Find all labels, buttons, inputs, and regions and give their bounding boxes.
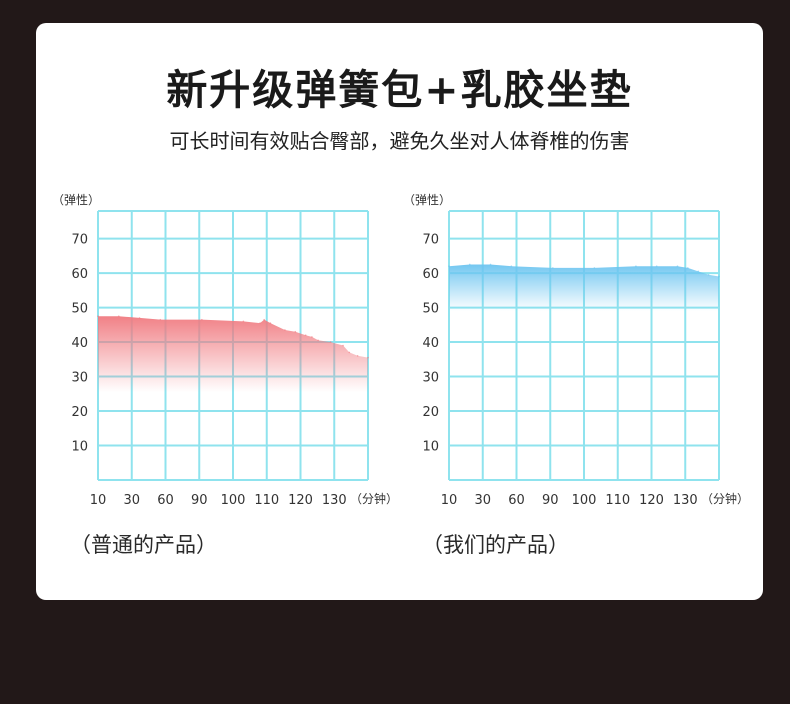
x-tick-label: 90 [542, 493, 559, 508]
area-series-ordinary [98, 316, 368, 393]
data-point [138, 317, 141, 319]
data-point [356, 355, 359, 357]
data-point [159, 318, 162, 321]
data-point [304, 334, 307, 336]
page-subtitle: 可长时间有效贴合臀部，避免久坐对人体脊椎的伤害 [169, 129, 630, 153]
x-tick-label: 30 [474, 493, 491, 508]
chart-ordinary: 70 60 50 40 30 20 10 （弹性） 10 30 60 90 100 110 120 130 （分… [52, 193, 398, 508]
data-point [284, 329, 286, 331]
data-point [468, 263, 471, 266]
x-tick-label: 60 [157, 493, 174, 508]
data-point [676, 265, 679, 267]
y-tick-label: 70 [71, 233, 88, 248]
data-point [655, 265, 658, 267]
x-tick-label: 10 [90, 493, 107, 508]
caption-our-product: （我们的产品） [422, 533, 569, 557]
data-point [294, 330, 297, 333]
x-tick-label: 100 [572, 493, 597, 508]
data-point [311, 336, 313, 338]
y-tick-label: 50 [71, 302, 88, 317]
data-point [687, 267, 689, 269]
chart-ours: 70 60 50 40 30 20 10 （弹性） 10 30 60 90 100 110 120 130 （分… [403, 193, 749, 508]
y-tick-label: 40 [422, 336, 439, 351]
page-title: 新升级弹簧包+乳胶坐垫 [166, 66, 633, 114]
x-axis-label: （分钟） [350, 491, 398, 506]
x-tick-label: 100 [221, 493, 246, 508]
x-axis-label: （分钟） [701, 491, 749, 506]
x-tick-label: 130 [322, 493, 347, 508]
y-axis-label: （弹性） [52, 193, 100, 207]
data-point [242, 320, 245, 323]
x-tick-label: 30 [123, 493, 140, 508]
data-point [348, 351, 351, 354]
y-tick-label: 50 [422, 302, 439, 317]
data-point [342, 344, 344, 347]
data-point [201, 318, 203, 321]
data-point [697, 270, 700, 273]
x-tick-label: 60 [508, 493, 525, 508]
x-tick-label: 110 [605, 493, 630, 508]
data-point [448, 265, 450, 267]
y-tick-label: 60 [422, 267, 439, 282]
y-tick-label: 20 [71, 405, 88, 420]
data-point [489, 263, 492, 266]
y-axis-label: （弹性） [403, 193, 451, 207]
y-tick-label: 10 [422, 440, 439, 455]
x-tick-label: 10 [441, 493, 458, 508]
data-point [329, 341, 332, 343]
x-tick-label: 90 [191, 493, 208, 508]
data-point [707, 274, 710, 276]
caption-ordinary-product: （普通的产品） [70, 533, 217, 557]
data-point [117, 315, 120, 317]
data-point [635, 265, 637, 267]
data-point [263, 318, 265, 321]
data-point [367, 356, 369, 359]
content-card: 新升级弹簧包+乳胶坐垫 可长时间有效贴合臀部，避免久坐对人体脊椎的伤害 70 60… [36, 23, 763, 600]
data-point [593, 267, 596, 269]
data-point [97, 315, 99, 317]
area-series-ours [449, 264, 719, 311]
y-tick-label: 30 [422, 371, 439, 386]
data-point [718, 275, 720, 278]
y-tick-label: 20 [422, 405, 439, 420]
data-point [510, 265, 513, 267]
data-point [552, 267, 554, 269]
y-tick-label: 60 [71, 267, 88, 282]
x-tick-label: 130 [673, 493, 698, 508]
y-tick-label: 70 [422, 233, 439, 248]
data-point [269, 322, 272, 324]
data-point [259, 322, 261, 324]
y-tick-label: 40 [71, 336, 88, 351]
y-tick-label: 30 [71, 371, 88, 386]
x-tick-label: 110 [254, 493, 279, 508]
x-tick-label: 120 [639, 493, 664, 508]
data-point [317, 339, 319, 342]
y-tick-label: 10 [71, 440, 88, 455]
x-tick-label: 120 [288, 493, 313, 508]
